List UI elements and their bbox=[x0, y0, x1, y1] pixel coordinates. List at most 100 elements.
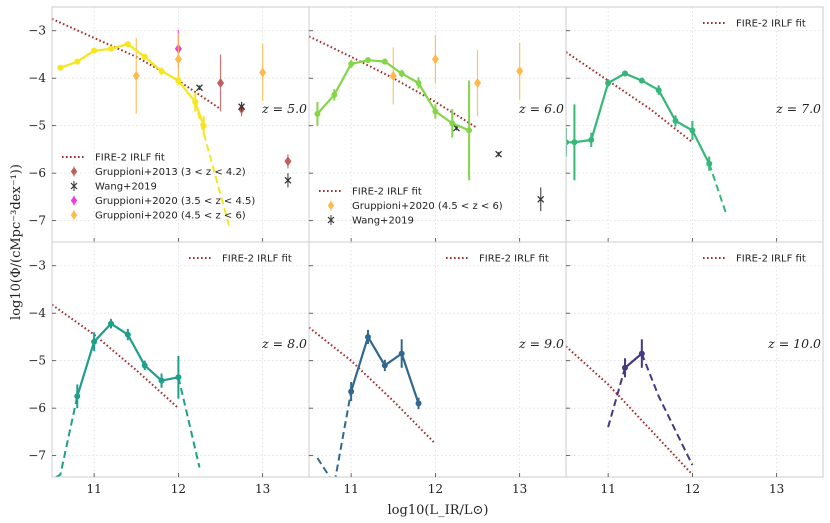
y-tick-label: −3 bbox=[28, 259, 46, 273]
sim-point bbox=[449, 120, 456, 127]
x-axis-title: log10(L_IR/L⊙) bbox=[388, 503, 489, 518]
sim-dashed-line bbox=[607, 367, 626, 428]
y-tick-label: −7 bbox=[28, 214, 46, 228]
legend-entry: FIRE-2 IRLF fit bbox=[703, 19, 806, 30]
redshift-label: z = 9.0 bbox=[518, 336, 564, 351]
obs-point bbox=[389, 70, 397, 81]
sim-point bbox=[381, 58, 388, 65]
legend-swatch-marker bbox=[70, 182, 78, 190]
x-tick-label: 12 bbox=[685, 482, 700, 496]
panel-6: 11 12 13 z = 10.0 FIRE-2 IRLF fit bbox=[565, 241, 824, 496]
x-tick-label: 12 bbox=[428, 482, 443, 496]
sim-dashed-line bbox=[316, 391, 353, 477]
panel-frame bbox=[565, 241, 824, 478]
y-tick-label: −7 bbox=[28, 449, 46, 463]
sim-point bbox=[175, 374, 182, 381]
panel-4: 11 12 13 −3 −4 −5 −6 −7 z = 8.0 FIRE-2 IRLF fit bbox=[28, 241, 310, 496]
y-tick-label: −4 bbox=[28, 71, 46, 85]
obs-point bbox=[516, 66, 524, 77]
sim-point bbox=[672, 117, 679, 124]
obs-point bbox=[238, 103, 246, 111]
sim-solid-line bbox=[566, 72, 711, 165]
sim-point bbox=[621, 364, 628, 371]
sim-point bbox=[655, 87, 662, 94]
sim-point bbox=[415, 400, 422, 407]
sim-point bbox=[364, 333, 371, 340]
panel-2: z = 6.0 FIRE-2 IRLF fit Gruppioni+2020 (4.… bbox=[308, 6, 567, 243]
legend-label: Gruppioni+2020 (3.5 < z < 4.5) bbox=[95, 196, 255, 207]
sim-point bbox=[200, 122, 207, 129]
sim-solid-line bbox=[624, 352, 643, 369]
panel-frame bbox=[51, 241, 310, 478]
y-axis-title: log10(Φ/(cMpc⁻³dex⁻¹)) bbox=[9, 164, 24, 320]
legend-label: Gruppioni+2013 (3 < z < 4.2) bbox=[95, 167, 246, 178]
sim-dashed-line bbox=[177, 377, 201, 468]
sim-point bbox=[107, 45, 114, 52]
obs-point bbox=[284, 176, 292, 184]
legend-label: FIRE-2 IRLF fit bbox=[479, 254, 549, 265]
x-tick-label: 11 bbox=[343, 482, 358, 496]
sim-point bbox=[638, 350, 645, 357]
x-tick-label: 13 bbox=[512, 482, 527, 496]
obs-point bbox=[537, 195, 545, 203]
sim-point bbox=[689, 127, 696, 134]
panel-grid: −3 −4 −5 −6 −7 z = 5.0 FIRE-2 IRLF fit Gruppion… bbox=[28, 6, 824, 496]
sim-point bbox=[588, 136, 595, 143]
sim-point bbox=[432, 108, 439, 115]
redshift-label: z = 5.0 bbox=[261, 101, 307, 116]
x-tick-label: 11 bbox=[600, 482, 615, 496]
plot-area bbox=[52, 303, 201, 477]
sim-point bbox=[381, 362, 388, 369]
legend-label: FIRE-2 IRLF fit bbox=[736, 254, 806, 265]
sim-point bbox=[571, 139, 578, 146]
sim-point bbox=[91, 47, 98, 54]
sim-point bbox=[141, 53, 148, 60]
sim-point bbox=[638, 77, 645, 84]
y-tick-label: −4 bbox=[28, 306, 46, 320]
sim-point bbox=[398, 70, 405, 77]
panel-1: −3 −4 −5 −6 −7 z = 5.0 FIRE-2 IRLF fit Gruppion… bbox=[28, 6, 310, 243]
obs-point bbox=[284, 156, 292, 167]
redshift-label: z = 8.0 bbox=[261, 336, 307, 351]
y-tick-label: −6 bbox=[28, 401, 46, 415]
sim-point bbox=[398, 350, 405, 357]
fire2-fit-line bbox=[566, 345, 694, 476]
plot-area bbox=[309, 326, 437, 477]
sim-point bbox=[124, 331, 131, 338]
legend-label: FIRE-2 IRLF fit bbox=[222, 254, 292, 265]
legend-label: Wang+2019 bbox=[95, 182, 157, 193]
legend-label: FIRE-2 IRLF fit bbox=[95, 153, 165, 164]
legend-swatch-marker bbox=[327, 201, 335, 210]
plot-area bbox=[52, 17, 292, 226]
obs-point bbox=[195, 84, 203, 92]
redshift-label: z = 7.0 bbox=[775, 101, 821, 116]
sim-point bbox=[331, 91, 338, 98]
panel-frame bbox=[308, 241, 567, 478]
legend-label: FIRE-2 IRLF fit bbox=[352, 187, 422, 198]
plot-area bbox=[309, 35, 545, 212]
legend-swatch-marker bbox=[70, 167, 78, 176]
sim-point bbox=[192, 98, 199, 105]
legend-entry: Gruppioni+2020 (3.5 < z < 4.5) bbox=[70, 195, 255, 207]
sim-point bbox=[57, 64, 64, 71]
sim-point bbox=[621, 70, 628, 77]
sim-point bbox=[107, 320, 114, 327]
sim-dashed-line bbox=[708, 163, 728, 214]
sim-point bbox=[141, 362, 148, 369]
sim-solid-line bbox=[316, 59, 470, 132]
legend-entry: FIRE-2 IRLF fit bbox=[189, 254, 292, 265]
sim-point bbox=[364, 57, 371, 64]
legend-label: FIRE-2 IRLF fit bbox=[736, 19, 806, 30]
sim-point bbox=[74, 393, 81, 400]
y-tick-label: −6 bbox=[28, 166, 46, 180]
sim-point bbox=[314, 110, 321, 117]
sim-point bbox=[91, 338, 98, 345]
sim-dashed-line bbox=[640, 353, 694, 466]
fire2-fit-line bbox=[52, 303, 180, 409]
legend-entry: Gruppioni+2020 (4.5 < z < 6) bbox=[70, 210, 246, 222]
legend-label: Gruppioni+2020 (4.5 < z < 6) bbox=[352, 201, 503, 212]
sim-point bbox=[348, 388, 355, 395]
sim-dashed-line bbox=[55, 396, 79, 477]
legend-entry: FIRE-2 IRLF fit bbox=[62, 153, 165, 164]
y-tick-label: −3 bbox=[28, 24, 46, 38]
